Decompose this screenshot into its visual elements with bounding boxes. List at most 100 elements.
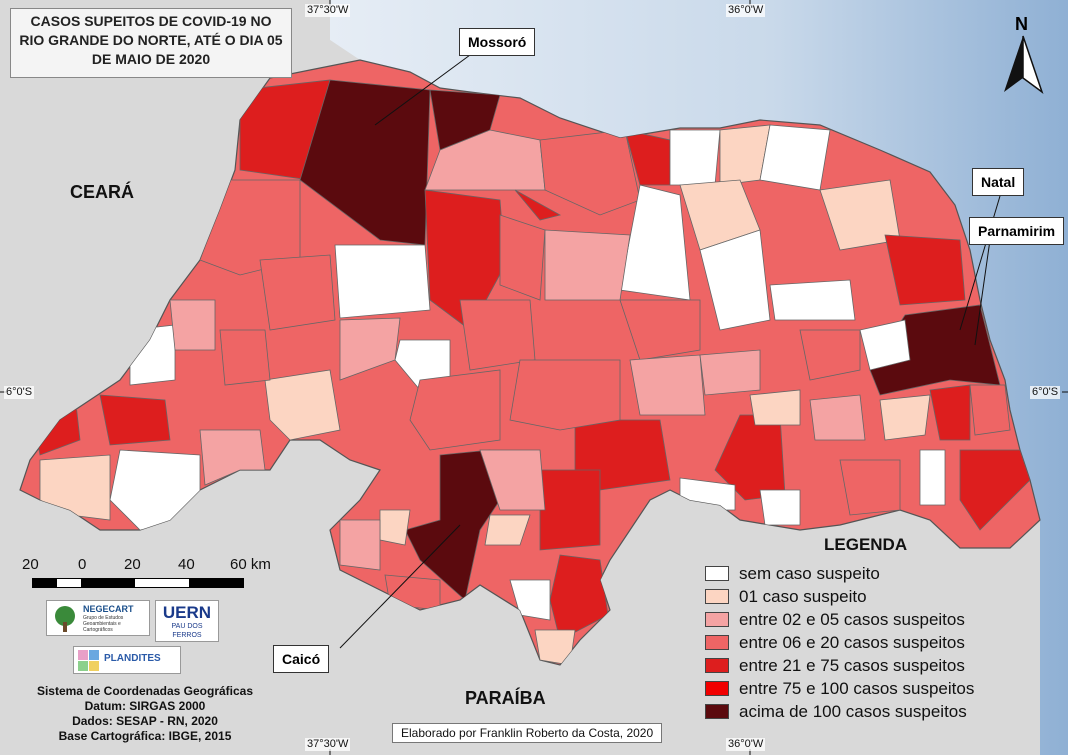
scale-bar: 20 0 20 40 60 km: [20, 556, 280, 596]
municipality: [749, 389, 801, 426]
negecart-sub: Grupo de Estudos Geoambientais e Cartogr…: [83, 615, 124, 633]
municipality: [699, 229, 771, 331]
municipality: [919, 449, 946, 506]
leader-caico: [339, 524, 461, 649]
puzzle-icon: [78, 650, 99, 671]
scale-bar-segments: [32, 578, 244, 588]
municipality: [459, 299, 536, 371]
metadata-line: Sistema de Coordenadas Geográficas: [36, 684, 254, 698]
municipality: [39, 454, 111, 521]
municipality: [959, 449, 1031, 531]
municipality: [759, 124, 831, 191]
municipality: [509, 579, 551, 621]
municipality: [539, 469, 601, 551]
ocean: [330, 0, 1068, 755]
leader-parnamirim: [974, 239, 991, 346]
municipality: [339, 317, 401, 381]
plandites-name: PLANDITES: [104, 653, 161, 664]
north-arrow-label: N: [1015, 14, 1028, 34]
uern-sub: PAU DOS FERROS: [171, 623, 203, 639]
scale-label: 20: [124, 556, 141, 573]
title-line: DE MAIO DE 2020: [91, 51, 211, 67]
north-arrow-icon: [1004, 35, 1044, 95]
city-label-parnamirim: Parnamirim: [969, 217, 1065, 245]
legend-label: acima de 100 casos suspeitos: [739, 701, 967, 721]
municipality: [534, 629, 576, 665]
title-line: RIO GRANDE DO NORTE, ATÉ O DIA 05: [19, 32, 283, 48]
legend-swatch: [705, 704, 729, 719]
municipality-mossoro: [299, 79, 431, 246]
tree-icon: [55, 606, 75, 632]
municipality: [199, 429, 266, 486]
graticule-lon-bottom-left: 37°30'W: [305, 738, 351, 751]
legend-item: 01 caso suspeito: [705, 585, 1055, 608]
metadata-line: Datum: SIRGAS 2000: [84, 699, 206, 713]
municipality: [929, 384, 971, 441]
metadata-line: Dados: SESAP - RN, 2020: [72, 714, 218, 728]
municipality: [879, 394, 931, 441]
legend-item: entre 02 e 05 casos suspeitos: [705, 608, 1055, 631]
legend-swatch: [705, 566, 729, 581]
municipality: [769, 279, 856, 321]
logo-uern: UERN PAU DOS FERROS: [155, 600, 219, 642]
municipality: [259, 254, 336, 331]
graticule-lon-top-right: 36°0'W: [726, 4, 766, 17]
legend-label: entre 02 e 05 casos suspeitos: [739, 609, 965, 629]
municipality: [859, 319, 911, 371]
municipality: [884, 234, 966, 306]
graticule-lon-bottom-right: 36°0'W: [726, 738, 766, 751]
region-label-ceara: CEARÁ: [70, 182, 135, 202]
municipality: [384, 574, 441, 611]
municipality: [509, 359, 621, 431]
logo-negecart: NEGECART Grupo de Estudos Geoambientais …: [46, 600, 150, 636]
graticule-lon-top-left: 37°30'W: [305, 4, 351, 17]
municipality: [409, 369, 501, 451]
legend-swatch: [705, 589, 729, 604]
city-label-mossoro: Mossoró: [459, 28, 536, 56]
municipality: [699, 349, 761, 396]
legend-items: sem caso suspeito 01 caso suspeito entre…: [705, 562, 1055, 723]
region-label-paraiba: PARAÍBA: [465, 688, 546, 708]
legend-swatch: [705, 681, 729, 696]
map-credit: Elaborado por Franklin Roberto da Costa,…: [392, 723, 663, 743]
rio-grande-do-norte: [19, 59, 1041, 666]
legend-swatch: [705, 658, 729, 673]
title-line: CASOS SUPEITOS DE COVID-19 NO: [30, 13, 272, 29]
legend-label: entre 06 e 20 casos suspeitos: [739, 632, 965, 652]
city-label-caico: Caicó: [273, 645, 330, 673]
city-label-natal: Natal: [972, 168, 1025, 196]
municipality: [264, 369, 341, 441]
municipality: [549, 554, 609, 641]
neighbor-land: [0, 0, 360, 500]
legend-item: entre 21 e 75 casos suspeitos: [705, 654, 1055, 677]
municipality: [499, 214, 546, 301]
municipality: [219, 329, 271, 386]
municipality: [99, 394, 171, 446]
uern-name: UERN: [162, 603, 212, 622]
scale-label: 0: [78, 556, 87, 573]
metadata-line: Base Cartográfica: IBGE, 2015: [58, 729, 232, 743]
municipality: [629, 354, 706, 416]
map-metadata: Sistema de Coordenadas Geográficas Datum…: [14, 684, 276, 744]
logo-plandites: PLANDITES: [73, 646, 181, 674]
scale-label: 60 km: [230, 556, 271, 573]
map-title: CASOS SUPEITOS DE COVID-19 NO RIO GRANDE…: [10, 8, 292, 78]
legend: LEGENDA sem caso suspeito 01 caso suspei…: [705, 535, 1055, 723]
legend-item: sem caso suspeito: [705, 562, 1055, 585]
municipality: [799, 329, 861, 381]
negecart-name: NEGECART: [83, 604, 134, 614]
north-arrow: N: [996, 14, 1050, 96]
legend-item: acima de 100 casos suspeitos: [705, 700, 1055, 723]
legend-swatch: [705, 612, 729, 627]
municipality: [339, 519, 381, 571]
legend-title: LEGENDA: [824, 535, 908, 554]
municipality: [424, 189, 506, 331]
legend-item: entre 06 e 20 casos suspeitos: [705, 631, 1055, 654]
legend-label: entre 75 e 100 casos suspeitos: [739, 678, 975, 698]
legend-label: 01 caso suspeito: [739, 586, 867, 606]
municipality: [379, 509, 411, 546]
legend-swatch: [705, 635, 729, 650]
municipality: [514, 189, 562, 221]
municipality: [619, 299, 701, 361]
